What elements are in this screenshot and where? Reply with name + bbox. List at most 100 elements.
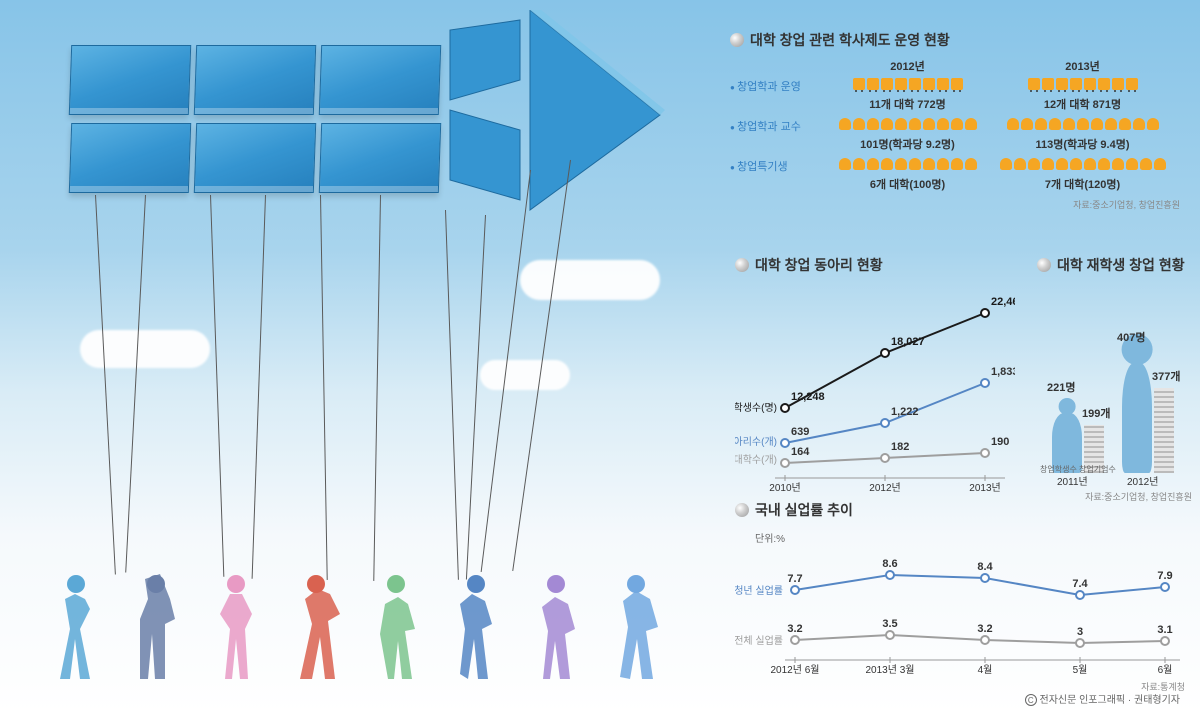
- bus-icon: [1042, 78, 1054, 90]
- bus-icon: [951, 78, 963, 90]
- person-icon: [937, 118, 949, 130]
- svg-text:2013년 3월: 2013년 3월: [866, 664, 915, 675]
- chart2-title: 대학 재학생 창업 현황: [1037, 255, 1192, 275]
- company-count: 199개: [1082, 405, 1110, 421]
- col-2012: 11개 대학 772명: [820, 78, 995, 112]
- person-icon: [965, 158, 977, 170]
- person-figure: [60, 575, 90, 679]
- chart3-unit: 단위:%: [755, 530, 1185, 545]
- bus-icon: [1098, 78, 1110, 90]
- svg-text:12,248: 12,248: [791, 391, 825, 403]
- person-icon: [951, 158, 963, 170]
- person-icon: [881, 118, 893, 130]
- svg-text:18,027: 18,027: [891, 336, 925, 348]
- svg-text:8.6: 8.6: [882, 558, 897, 570]
- legend-students: 창업학생수: [1040, 464, 1077, 475]
- svg-text:3: 3: [1077, 626, 1083, 638]
- unemployment-chart: 국내 실업률 추이 단위:% 2012년 6월2013년 3월4월5월6월7.7…: [735, 500, 1185, 693]
- credit-text: 전자신문 인포그래픽 · 권태형기자: [1040, 695, 1180, 706]
- cloud: [80, 330, 210, 368]
- bus-icon: [909, 78, 921, 90]
- cloud: [520, 260, 660, 300]
- person-icon: [853, 158, 865, 170]
- person-icon: [1147, 118, 1159, 130]
- arrow-block: [319, 45, 441, 115]
- person-icon: [867, 118, 879, 130]
- student-count: 407명: [1117, 329, 1145, 345]
- copyright-icon: C: [1025, 694, 1037, 706]
- bus-icon: [937, 78, 949, 90]
- svg-text:7.9: 7.9: [1157, 570, 1172, 582]
- person-icon: [1028, 158, 1040, 170]
- person-icon: [951, 118, 963, 130]
- svg-text:182: 182: [891, 441, 909, 453]
- person-icon: [1070, 158, 1082, 170]
- person-icon: [1098, 158, 1110, 170]
- student-startup-chart: 대학 재학생 창업 현황 221명199개2011년 407명377개2012년…: [1037, 255, 1192, 473]
- person-icon: [867, 158, 879, 170]
- person-icon: [937, 158, 949, 170]
- person-icon: [1126, 158, 1138, 170]
- svg-text:22,463: 22,463: [991, 296, 1015, 308]
- svg-text:창업동아리수(개): 창업동아리수(개): [735, 435, 777, 448]
- person-icon: [839, 158, 851, 170]
- arrow-head: [440, 10, 690, 240]
- person-icon: [895, 158, 907, 170]
- person-icon: [909, 118, 921, 130]
- person-icon: [923, 118, 935, 130]
- svg-text:창업동아리수 학생수(명): 창업동아리수 학생수(명): [735, 401, 777, 414]
- arrow-block: [69, 123, 191, 193]
- people-figures: [50, 554, 690, 684]
- person-icon: [895, 118, 907, 130]
- person-icon: [1119, 118, 1131, 130]
- svg-text:청년 실업률: 청년 실업률: [735, 584, 783, 597]
- string: [445, 210, 459, 580]
- person-icon: [1063, 118, 1075, 130]
- row-label: 창업특기생: [730, 158, 820, 174]
- credit-line: C 전자신문 인포그래픽 · 권태형기자: [1025, 691, 1180, 706]
- year-label: 2011년: [1057, 473, 1088, 488]
- person-icon: [1112, 158, 1124, 170]
- svg-text:창업동아리 보유 대학수(개): 창업동아리 보유 대학수(개): [735, 453, 777, 466]
- person-icon: [1007, 118, 1019, 130]
- bus-icon: [1126, 78, 1138, 90]
- svg-text:6월: 6월: [1158, 664, 1173, 675]
- cloud: [480, 360, 570, 390]
- col-2012: 101명(학과당 9.2명): [820, 118, 995, 152]
- bus-icon: [881, 78, 893, 90]
- person-icon: [1122, 363, 1152, 473]
- status-row: 창업학과 운영 11개 대학 772명 12개 대학 871명: [730, 78, 1180, 112]
- student-count: 221명: [1047, 379, 1075, 395]
- person-figure: [380, 575, 415, 679]
- arrow-block: [194, 123, 316, 193]
- person-figure: [220, 575, 252, 679]
- arrow-graphic: [60, 45, 640, 265]
- svg-text:1,222: 1,222: [891, 406, 919, 418]
- person-icon: [839, 118, 851, 130]
- section1-source: 자료:중소기업청, 창업진흥원: [730, 198, 1180, 211]
- bus-icon: [1112, 78, 1124, 90]
- row-label: 창업학과 교수: [730, 118, 820, 134]
- person-icon: [965, 118, 977, 130]
- svg-text:1,833: 1,833: [991, 366, 1015, 378]
- bus-icon: [867, 78, 879, 90]
- person-figure: [300, 575, 340, 679]
- svg-text:639: 639: [791, 426, 809, 438]
- person-figure: [460, 575, 492, 679]
- svg-text:164: 164: [791, 446, 810, 458]
- arrow-block: [69, 45, 191, 115]
- person-figure: [620, 575, 658, 679]
- col-2013: 12개 대학 871명: [995, 78, 1170, 112]
- arrow-block: [319, 123, 441, 193]
- person-icon: [1091, 118, 1103, 130]
- svg-text:2012년: 2012년: [869, 482, 900, 493]
- chart3-title: 국내 실업률 추이: [735, 500, 853, 520]
- person-icon: [923, 158, 935, 170]
- svg-text:4월: 4월: [978, 664, 993, 675]
- person-icon: [1021, 118, 1033, 130]
- person-figure: [542, 575, 575, 679]
- svg-text:2013년: 2013년: [969, 482, 1000, 493]
- svg-text:7.7: 7.7: [787, 573, 802, 585]
- bus-icon: [923, 78, 935, 90]
- col-2012: 6개 대학(100명): [820, 158, 995, 192]
